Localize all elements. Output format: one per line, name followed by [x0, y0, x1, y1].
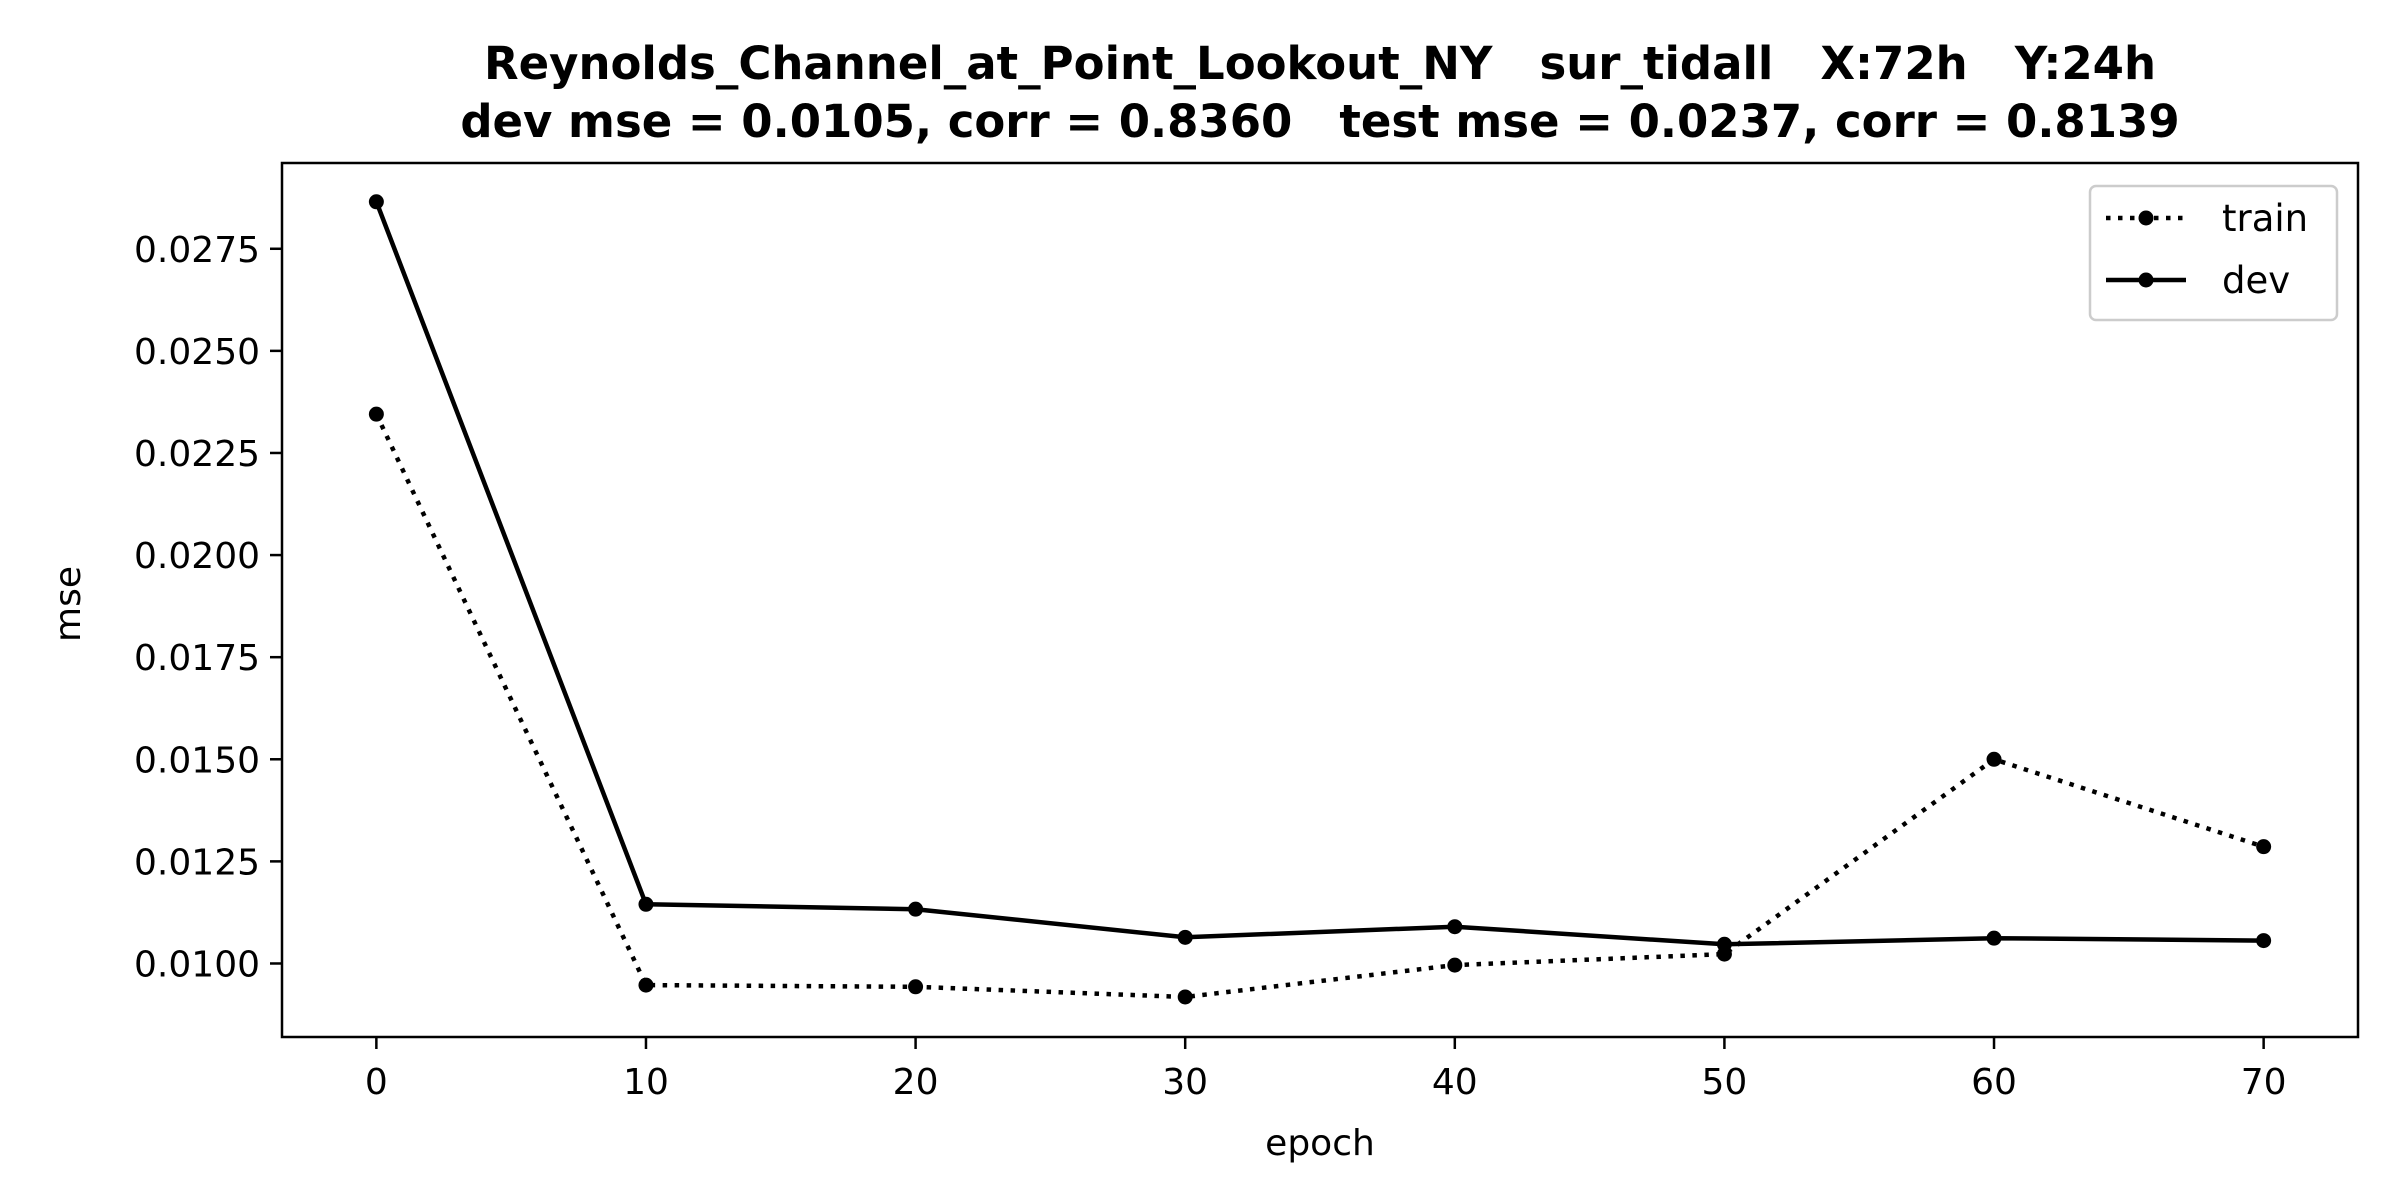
y-tick-label: 0.0250 — [134, 332, 260, 373]
series-train-point — [368, 406, 384, 422]
x-tick-label: 10 — [623, 1062, 669, 1103]
series-train-point — [638, 977, 654, 993]
y-tick-label: 0.0175 — [134, 638, 260, 679]
x-tick-label: 20 — [893, 1062, 939, 1103]
legend: train dev — [2088, 184, 2339, 322]
series-dev-point — [368, 194, 384, 210]
series-train-line — [374, 413, 2265, 1000]
chart-title: Reynolds_Channel_at_Point_Lookout_NY sur… — [484, 37, 2156, 90]
legend-dev-marker — [2138, 272, 2154, 288]
y-tick-label: 0.0200 — [134, 536, 260, 577]
x-axis: 0 10 20 30 40 50 60 70 — [365, 1037, 2287, 1103]
series-dev-point — [1716, 936, 1732, 952]
y-axis: 0.0100 0.0125 0.0150 0.0175 0.0200 0.0225 0.02… — [134, 230, 282, 985]
series-dev-line — [374, 200, 2264, 947]
y-tick-label: 0.0150 — [134, 740, 260, 781]
series-train-point — [2256, 839, 2272, 855]
series-dev-point — [638, 896, 654, 912]
legend-dev-label: dev — [2222, 259, 2290, 302]
series-train-point — [908, 979, 924, 995]
y-axis-label: mse — [48, 566, 89, 642]
series-dev-point — [908, 901, 924, 917]
series-dev-point — [1447, 919, 1463, 935]
y-tick-label: 0.0275 — [134, 230, 260, 271]
series-train-point — [1986, 751, 2002, 767]
x-tick-label: 40 — [1432, 1062, 1478, 1103]
series-train-point — [1177, 989, 1193, 1005]
x-tick-label: 70 — [2241, 1062, 2287, 1103]
y-tick-label: 0.0125 — [134, 842, 260, 883]
x-tick-label: 0 — [365, 1062, 388, 1103]
plot-frame — [280, 161, 2360, 1039]
plot-area — [368, 194, 2272, 1005]
y-tick-label: 0.0225 — [134, 434, 260, 475]
legend-train-marker — [2138, 210, 2154, 226]
x-tick-label: 50 — [1702, 1062, 1748, 1103]
series-train-point — [1447, 957, 1463, 973]
series-dev-point — [1986, 930, 2002, 946]
legend-train-label: train — [2222, 197, 2308, 240]
x-tick-label: 30 — [1162, 1062, 1208, 1103]
series-dev-point — [2256, 933, 2272, 949]
chart-subtitle: dev mse = 0.0105, corr = 0.8360 test mse… — [460, 95, 2179, 148]
series-dev-point — [1177, 929, 1193, 945]
x-axis-label: epoch — [1265, 1123, 1375, 1164]
y-tick-label: 0.0100 — [134, 944, 260, 985]
x-tick-label: 60 — [1971, 1062, 2017, 1103]
